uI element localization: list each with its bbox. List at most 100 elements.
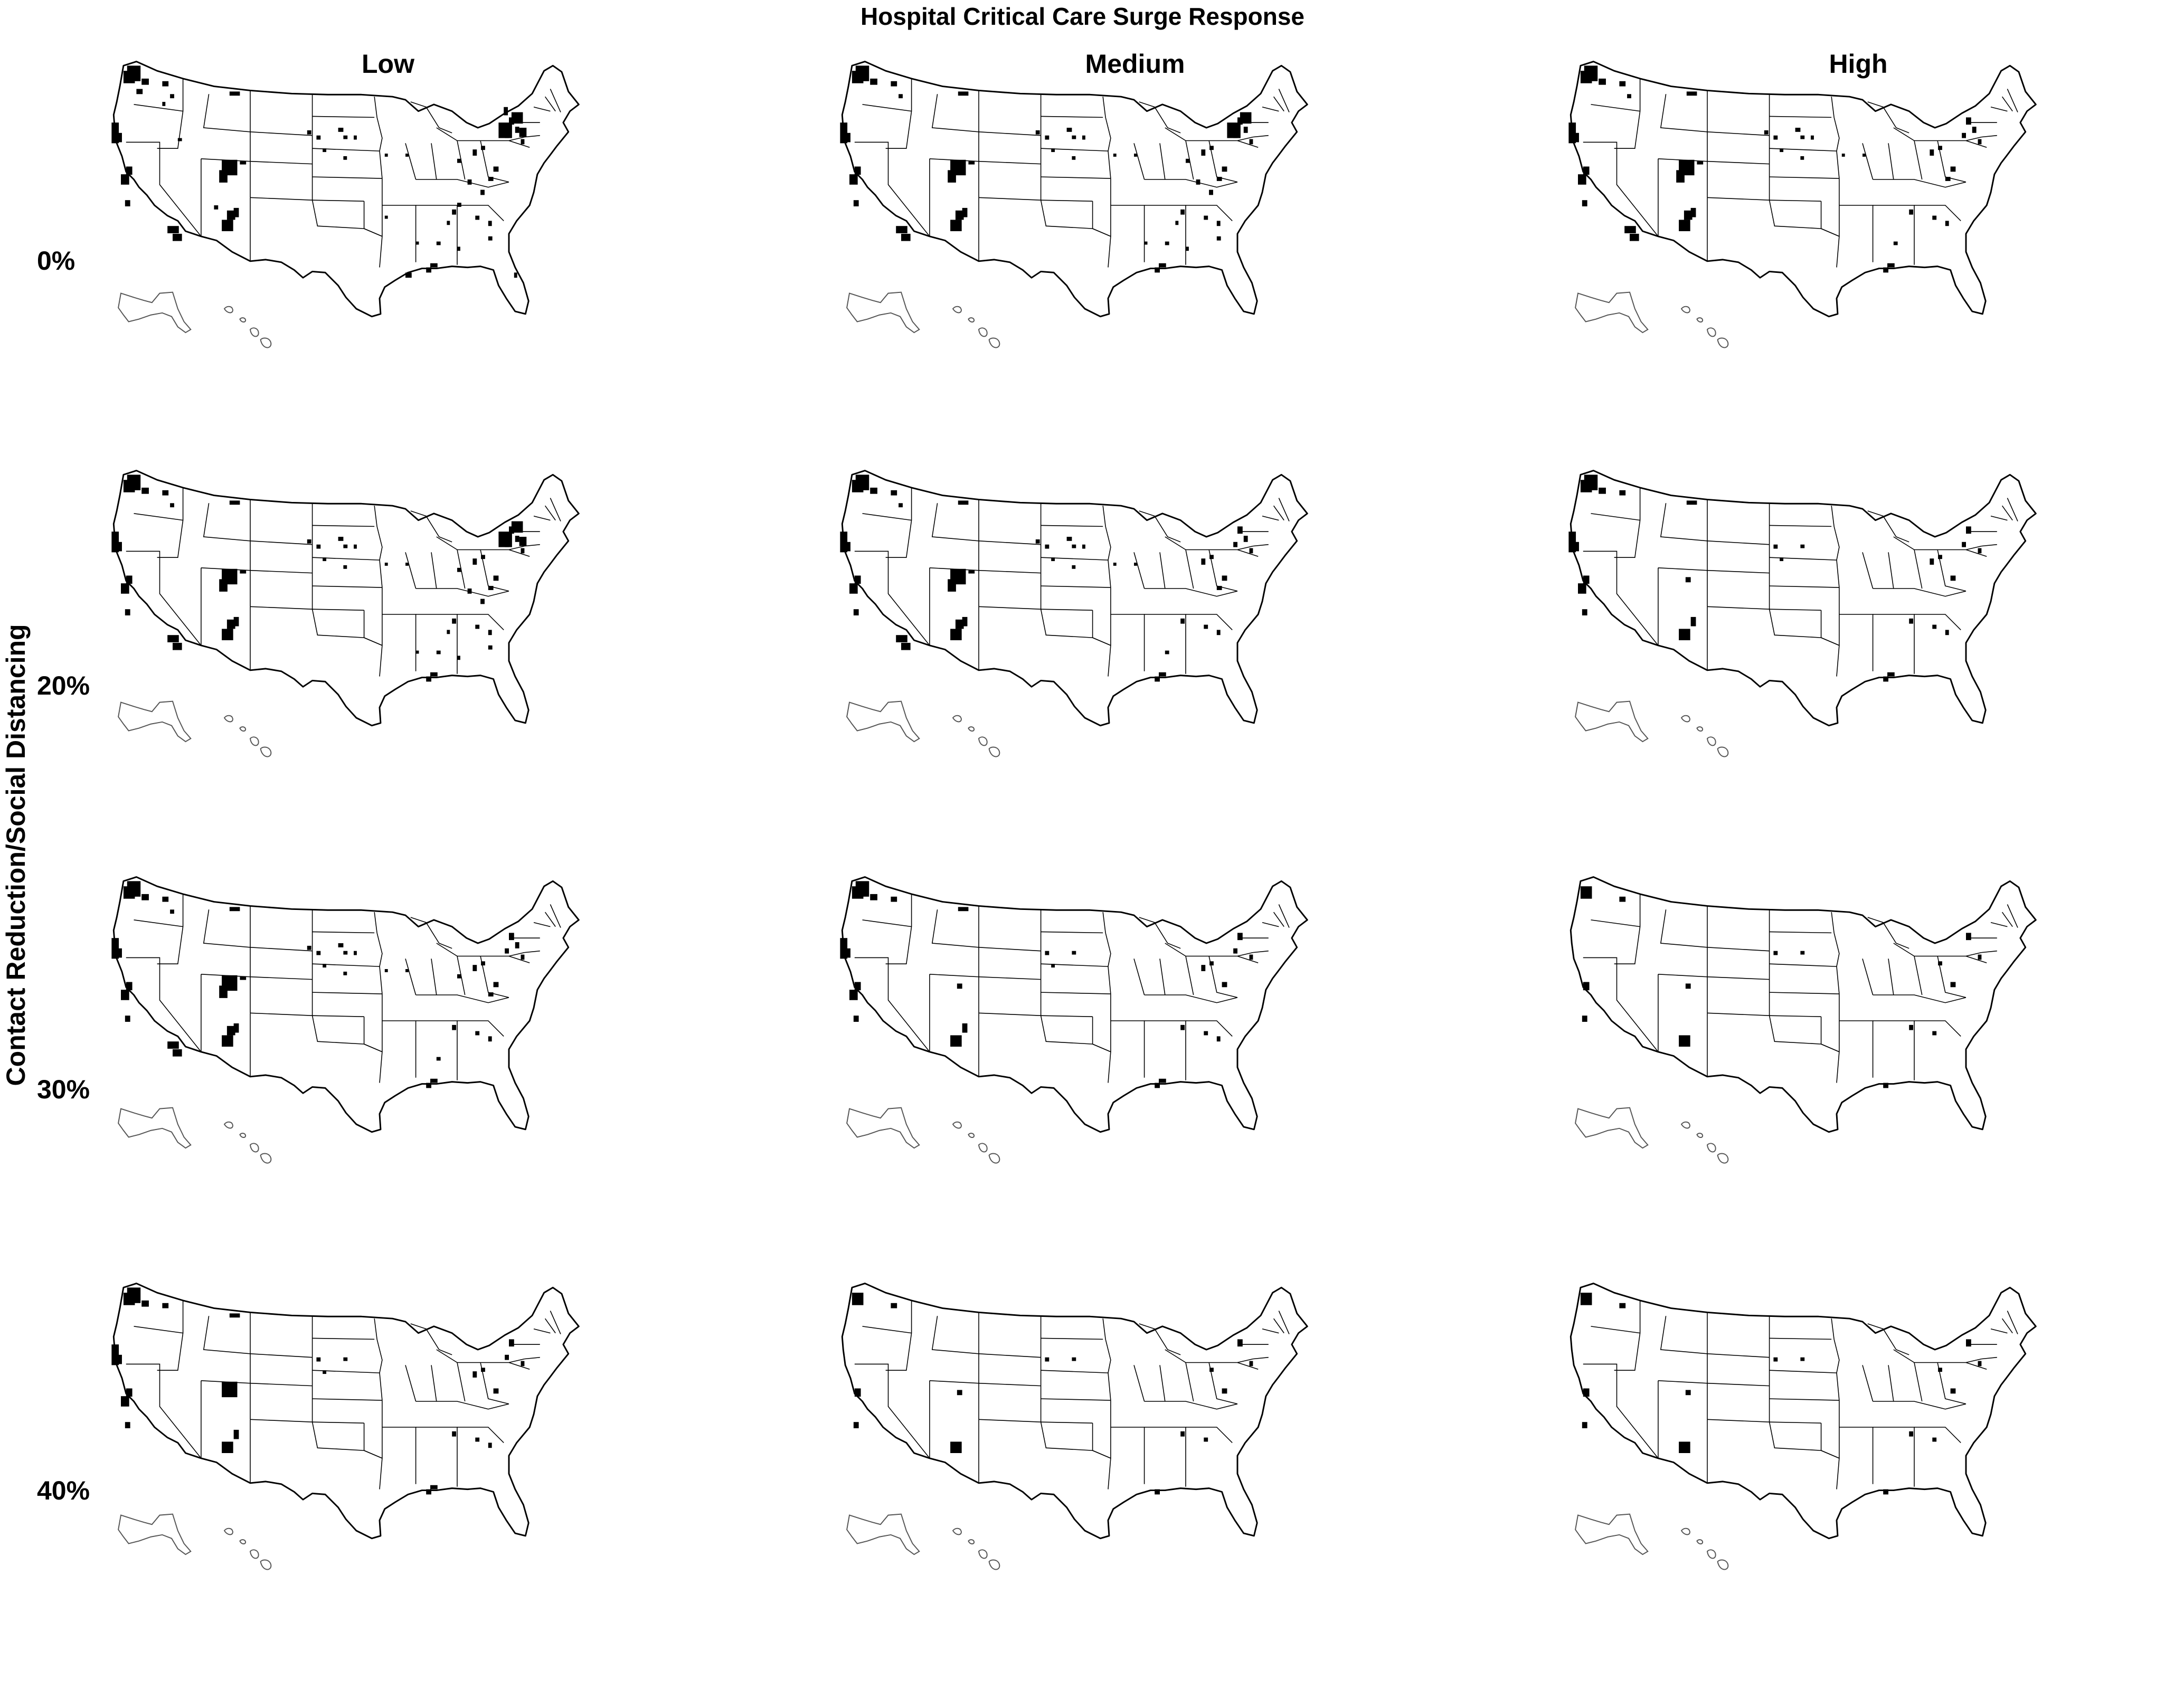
map-panel-r3-c0 (111, 1283, 580, 1570)
state-border (457, 205, 504, 221)
highlighted-area (162, 1303, 169, 1308)
state-border (2001, 505, 2013, 521)
highlighted-area (1962, 132, 1966, 138)
highlighted-area (1222, 575, 1227, 581)
highlighted-area (891, 896, 897, 902)
state-border (1092, 1043, 1111, 1083)
state-border (1041, 176, 1111, 179)
state-border (436, 127, 481, 141)
state-border (431, 959, 437, 995)
highlighted-area (1144, 241, 1148, 245)
highlighted-area (1249, 548, 1253, 554)
highlighted-area (955, 619, 964, 629)
state-border (1888, 143, 1894, 180)
highlighted-area (1155, 676, 1160, 682)
state-border (1965, 549, 1987, 557)
highlighted-area (170, 909, 174, 914)
highlighted-area (1186, 246, 1189, 251)
highlighted-area (1932, 215, 1937, 220)
highlighted-area (1583, 575, 1590, 584)
highlighted-area (498, 532, 512, 547)
state-border (524, 135, 540, 138)
highlighted-area (1966, 933, 1971, 941)
state-border (1139, 917, 1181, 949)
state-border (157, 1300, 184, 1371)
highlighted-area (1938, 961, 1942, 966)
hawaii-inset (223, 306, 272, 348)
state-border (885, 1300, 912, 1371)
state-border (1660, 94, 1708, 162)
highlighted-area (493, 575, 499, 581)
state-border (978, 160, 1041, 165)
state-border (250, 540, 313, 545)
highlighted-area (1072, 1357, 1076, 1361)
state-border (1821, 228, 1840, 268)
highlighted-area (854, 166, 861, 175)
state-border (1614, 894, 1641, 964)
highlighted-area (452, 209, 457, 215)
highlighted-area (415, 650, 419, 654)
highlighted-area (840, 938, 848, 959)
state-border (1278, 1311, 1290, 1334)
state-border (1937, 956, 1967, 998)
highlighted-area (870, 487, 877, 494)
state-border (1144, 179, 1238, 188)
highlighted-area (233, 207, 239, 217)
highlighted-area (1883, 1083, 1888, 1088)
highlighted-area (1582, 1422, 1587, 1428)
highlighted-area (855, 475, 869, 490)
highlighted-area (457, 656, 460, 660)
highlighted-area (162, 102, 166, 106)
highlighted-area (117, 132, 122, 143)
highlighted-area (1685, 1390, 1691, 1396)
state-border (885, 894, 912, 964)
highlighted-area (505, 948, 509, 954)
highlighted-area (1690, 207, 1696, 217)
highlighted-area (1578, 174, 1586, 185)
state-border (405, 1365, 417, 1402)
state-border (1821, 1450, 1840, 1489)
highlighted-area (1950, 1388, 1956, 1394)
highlighted-area (1584, 475, 1598, 490)
state-border (1041, 585, 1111, 588)
highlighted-area (1204, 215, 1208, 220)
highlighted-area (1679, 1035, 1690, 1047)
highlighted-area (1909, 1024, 1914, 1030)
highlighted-area (1186, 158, 1190, 163)
state-border (1831, 506, 1840, 588)
figure-title: Hospital Critical Care Surge Response (860, 3, 1305, 30)
highlighted-area (1619, 896, 1626, 902)
state-border (1707, 570, 1770, 574)
state-border (1186, 205, 1233, 221)
state-border (312, 585, 382, 588)
highlighted-area (854, 575, 861, 584)
highlighted-area (1932, 1031, 1937, 1036)
us-outline (112, 876, 580, 1133)
state-border (250, 976, 313, 980)
highlighted-area (1180, 1024, 1185, 1030)
highlighted-area (1697, 161, 1704, 165)
highlighted-area (121, 1396, 129, 1407)
highlighted-area (117, 948, 122, 958)
state-border (978, 947, 1041, 952)
highlighted-area (521, 548, 525, 554)
highlighted-area (1072, 565, 1076, 569)
highlighted-area (316, 135, 321, 140)
highlighted-area (125, 1016, 130, 1022)
state-border (1253, 1356, 1269, 1360)
highlighted-area (222, 220, 233, 231)
state-border (1041, 1370, 1109, 1373)
highlighted-area (167, 635, 179, 642)
alaska-inset (118, 1107, 192, 1149)
highlighted-area (307, 945, 311, 950)
state-border (978, 1382, 1041, 1387)
highlighted-area (1773, 1357, 1778, 1362)
highlighted-area (1072, 135, 1076, 139)
state-border (126, 1363, 202, 1459)
highlighted-area (226, 210, 235, 220)
highlighted-area (1930, 149, 1934, 156)
highlighted-area (1051, 964, 1055, 968)
state-border (1862, 1365, 1874, 1402)
highlighted-area (1950, 575, 1956, 581)
highlighted-area (1764, 130, 1769, 135)
